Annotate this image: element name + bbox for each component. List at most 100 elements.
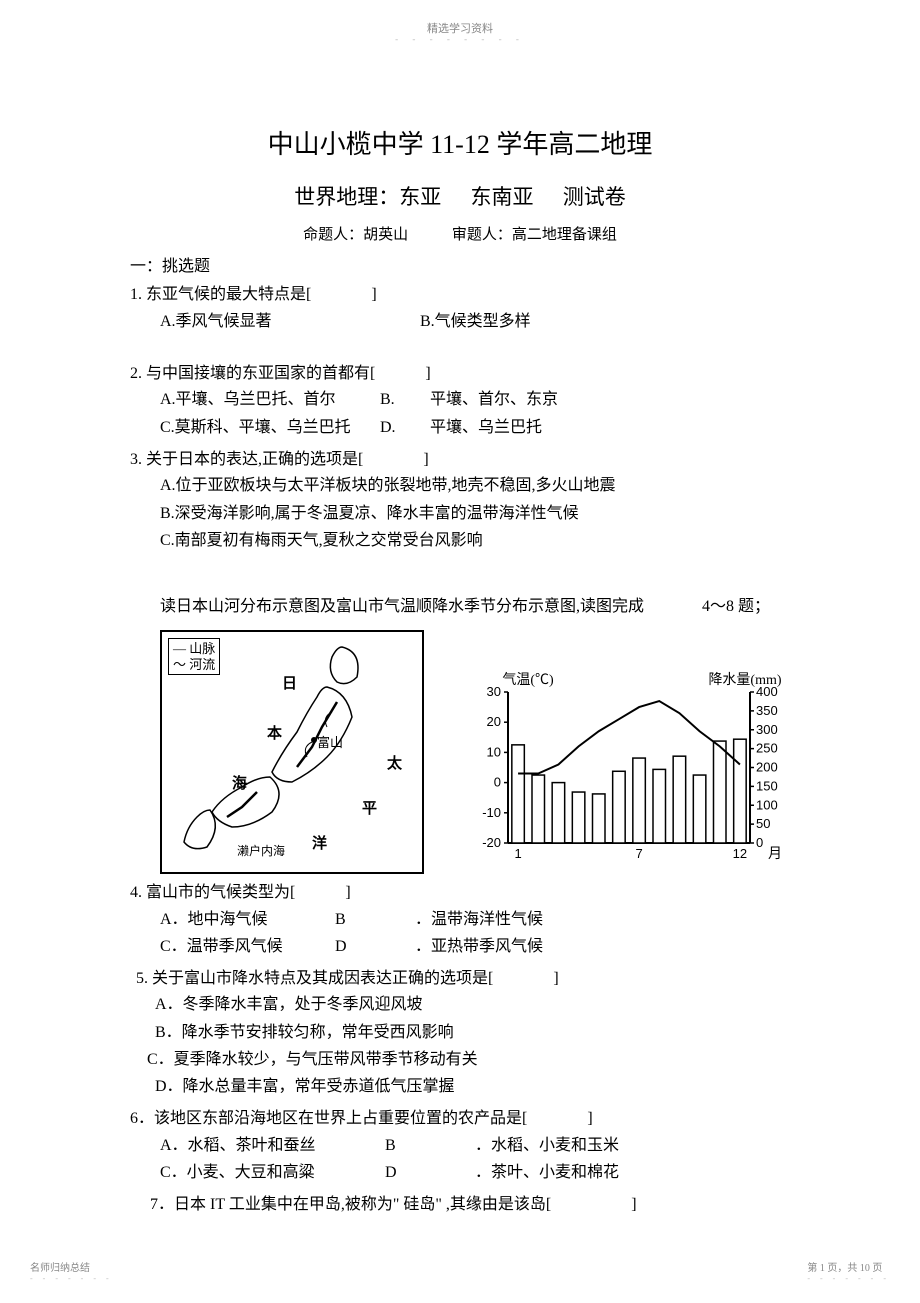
document-subtitle: 世界地理：东亚 东南亚 测试卷 — [130, 181, 790, 211]
svg-text:0: 0 — [756, 835, 763, 850]
intro-text: 读日本山河分布示意图及富山市气温顺降水季节分布示意图,读图完成 — [160, 598, 644, 615]
q6-optD: ．茶叶、小麦和棉花 — [475, 1159, 619, 1186]
footer-left-dots: - - - - - - - — [30, 1274, 113, 1283]
svg-text:-20: -20 — [482, 835, 501, 850]
q2-optD: 平壤、乌兰巴托 — [430, 414, 542, 441]
q5-close: ] — [553, 970, 558, 987]
question-6: 6．该地区东部沿海地区在世界上占重要位置的农产品是[] — [130, 1106, 790, 1132]
section-heading: 一：挑选题 — [130, 252, 790, 276]
q4-optD-label: D — [335, 933, 415, 960]
subtitle-part1: 世界地理：东亚 — [294, 185, 441, 209]
q7-close: ] — [631, 1196, 636, 1213]
q5-optD: D．降水总量丰富，常年受赤道低气压掌握 — [155, 1073, 790, 1100]
q4-close: ] — [345, 884, 350, 901]
q3-optC: C.南部夏初有梅雨天气,夏秋之交常受台风影响 — [160, 527, 790, 554]
footer-right: 第 1 页，共 10 页 - - - - - - - — [807, 1259, 890, 1283]
q3-optB: B.深受海洋影响,属于冬温夏凉、降水丰富的温带海洋性气候 — [160, 500, 790, 527]
q4-optB-label: B — [335, 906, 415, 933]
svg-text:0: 0 — [494, 775, 501, 790]
climate-chart-svg: -20-100102030050100150200250300350400气温(… — [460, 670, 790, 865]
svg-text:10: 10 — [487, 744, 501, 759]
q1-optB: B.气候类型多样 — [420, 308, 531, 335]
q4-text: 4. 富山市的气候类型为[ — [130, 884, 295, 901]
q3-options: A.位于亚欧板块与太平洋板块的张裂地带,地壳不稳固,多火山地震 B.深受海洋影响… — [160, 472, 790, 554]
svg-text:100: 100 — [756, 797, 778, 812]
intro-suffix: 4～8 题； — [702, 598, 770, 615]
map-label-ben: 本 — [267, 722, 282, 743]
q4-optC: C．温带季风气候 — [160, 933, 335, 960]
q2-optC: C.莫斯科、平壤、乌兰巴托 — [160, 414, 380, 441]
question-2: 2. 与中国接壤的东亚国家的首都有[] — [130, 361, 790, 387]
q6-optB-label: B — [385, 1132, 475, 1159]
subtitle-part2: 东南亚 — [471, 185, 534, 209]
svg-text:300: 300 — [756, 722, 778, 737]
svg-text:1: 1 — [514, 846, 521, 861]
document-title: 中山小榄中学 11-12 学年高二地理 — [130, 124, 790, 161]
author-left: 命题人：胡英山 — [303, 227, 408, 243]
authors-line: 命题人：胡英山 审题人：高二地理备课组 — [130, 223, 790, 244]
page-container: 精选学习资料 - - - - - - - - 中山小榄中学 11-12 学年高二… — [0, 0, 920, 1303]
q3-close: ] — [423, 451, 428, 468]
q5-options: A．冬季降水丰富，处于冬季风迎风坡 B．降水季节安排较匀称，常年受西风影响 C．… — [155, 991, 790, 1100]
q1-close: ] — [371, 286, 376, 303]
map-label-tai: 太 — [387, 752, 402, 773]
q6-optC: C．小麦、大豆和高粱 — [160, 1159, 385, 1186]
footer-left-text: 名师归纳总结 — [30, 1259, 113, 1274]
svg-text:200: 200 — [756, 759, 778, 774]
q6-optB: ．水稻、小麦和玉米 — [475, 1132, 619, 1159]
q5-text: 5. 关于富山市降水特点及其成因表达正确的选项是[ — [136, 970, 493, 987]
q2-optD-label: D. — [380, 414, 430, 441]
q2-text: 2. 与中国接壤的东亚国家的首都有[ — [130, 365, 375, 382]
q2-optB: 平壤、首尔、东京 — [430, 386, 558, 413]
q3-text: 3. 关于日本的表达,正确的选项是[ — [130, 451, 363, 468]
svg-text:30: 30 — [487, 684, 501, 699]
footer-right-dots: - - - - - - - — [807, 1274, 890, 1283]
q2-optA: A.平壤、乌兰巴托、首尔 — [160, 386, 380, 413]
svg-text:20: 20 — [487, 714, 501, 729]
map-label-fushan: 富山 — [317, 732, 343, 751]
svg-text:气温(℃): 气温(℃) — [502, 672, 554, 688]
svg-text:7: 7 — [635, 846, 642, 861]
q1-text: 1. 东亚气候的最大特点是[ — [130, 286, 311, 303]
q4-optB: ．温带海洋性气候 — [415, 906, 543, 933]
q6-text: 6．该地区东部沿海地区在世界上占重要位置的农产品是[ — [130, 1110, 527, 1127]
figures-row: — 山脉 ～ 河流 日 本 富山 海 太 — [160, 630, 790, 874]
q2-optB-label: B. — [380, 386, 430, 413]
q7-text: 7．日本 IT 工业集中在甲岛,被称为" 硅岛" ,其缘由是该岛[ — [150, 1196, 551, 1213]
question-5: 5. 关于富山市降水特点及其成因表达正确的选项是[] — [136, 966, 790, 992]
japan-map: — 山脉 ～ 河流 日 本 富山 海 太 — [160, 630, 424, 874]
map-svg — [162, 632, 422, 872]
q1-optA: A.季风气候显著 — [160, 308, 420, 335]
svg-text:12: 12 — [733, 846, 747, 861]
author-right: 审题人：高二地理备课组 — [452, 227, 617, 243]
question-4: 4. 富山市的气候类型为[] — [130, 880, 790, 906]
map-label-ri: 日 — [282, 672, 297, 693]
subtitle-part3: 测试卷 — [563, 185, 626, 209]
svg-text:150: 150 — [756, 778, 778, 793]
svg-text:降水量(mm): 降水量(mm) — [708, 672, 781, 688]
q3-optA: A.位于亚欧板块与太平洋板块的张裂地带,地壳不稳固,多火山地震 — [160, 472, 790, 499]
q6-close: ] — [587, 1110, 592, 1127]
q4-options: A．地中海气候 B ．温带海洋性气候 C．温带季风气候 D ．亚热带季风气候 — [160, 906, 790, 960]
q5-optA: A．冬季降水丰富，处于冬季风迎风坡 — [155, 991, 790, 1018]
svg-text:-10: -10 — [482, 805, 501, 820]
svg-text:50: 50 — [756, 816, 770, 831]
footer-left: 名师归纳总结 - - - - - - - — [30, 1259, 113, 1283]
map-label-yang: 洋 — [312, 832, 327, 853]
intro-4-8: 读日本山河分布示意图及富山市气温顺降水季节分布示意图,读图完成 4～8 题； — [160, 592, 790, 616]
question-1: 1. 东亚气候的最大特点是[] — [130, 282, 790, 308]
q5-optC: C．夏季降水较少，与气压带风带季节移动有关 — [147, 1046, 790, 1073]
svg-text:月: 月 — [768, 846, 782, 862]
header-dots: - - - - - - - - — [130, 34, 790, 44]
q5-optB: B．降水季节安排较匀称，常年受西风影响 — [155, 1019, 790, 1046]
map-label-ping: 平 — [362, 797, 377, 818]
map-label-hai: 海 — [232, 772, 247, 793]
q2-options: A.平壤、乌兰巴托、首尔 B. 平壤、首尔、东京 C.莫斯科、平壤、乌兰巴托 D… — [160, 386, 790, 440]
q4-optA: A．地中海气候 — [160, 906, 335, 933]
q1-options: A.季风气候显著 B.气候类型多样 — [160, 308, 790, 335]
q6-options: A．水稻、茶叶和蚕丝 B ．水稻、小麦和玉米 C．小麦、大豆和高粱 D ．茶叶、… — [160, 1132, 790, 1186]
q6-optD-label: D — [385, 1159, 475, 1186]
climate-chart: -20-100102030050100150200250300350400气温(… — [460, 670, 790, 865]
q6-optA: A．水稻、茶叶和蚕丝 — [160, 1132, 385, 1159]
map-label-seto: 濑户内海 — [237, 842, 285, 859]
